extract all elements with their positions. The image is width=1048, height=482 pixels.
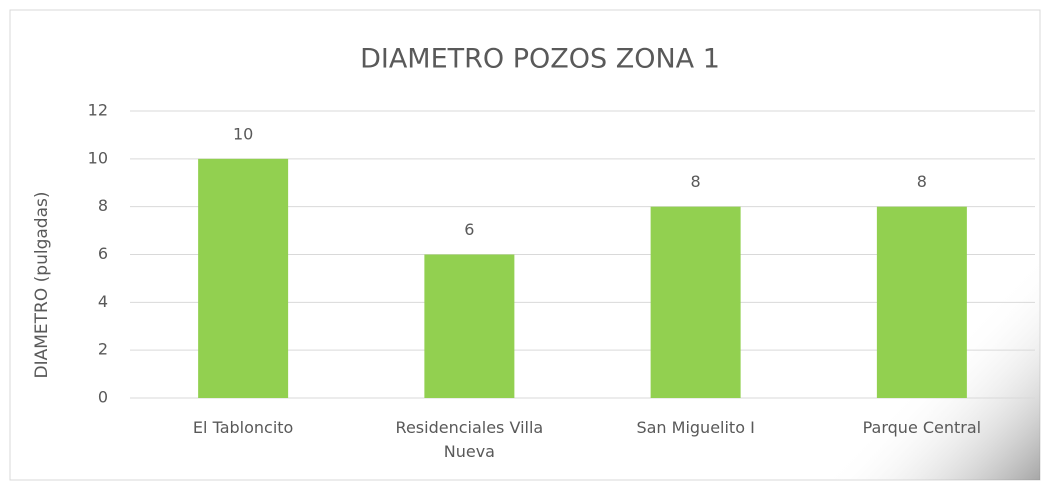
x-tick-label: Parque Central [862,418,982,437]
chart-border [9,9,1041,481]
data-label: 8 [917,172,927,191]
y-tick-label: 10 [88,148,108,167]
bar [424,254,515,398]
data-label: 10 [233,124,253,143]
y-tick-label: 12 [88,101,108,120]
y-axis-label: DIAMETRO (pulgadas) [32,192,52,379]
y-tick-label: 2 [98,340,108,359]
x-tick-label: Residenciales Villa Nueva [395,418,544,461]
x-tick-label: El Tabloncito [192,418,294,437]
data-label: 6 [464,220,474,239]
x-tick-label-box: Parque Central [862,418,982,437]
chart-title: DIAMETRO POZOS ZONA 1 [360,44,720,75]
y-tick-label: 8 [98,196,108,215]
y-tick-label: 6 [98,244,108,263]
bar [198,158,289,398]
bar [876,206,967,398]
bar [650,206,741,398]
x-tick-label: San Miguelito I [636,418,755,437]
x-tick-label-box: Residenciales Villa Nueva [395,418,544,461]
x-tick-label-box: San Miguelito I [636,418,755,437]
data-label: 8 [691,172,701,191]
x-tick-label-box: El Tabloncito [192,418,294,437]
y-tick-label: 0 [98,388,108,407]
y-tick-label: 4 [98,292,108,311]
